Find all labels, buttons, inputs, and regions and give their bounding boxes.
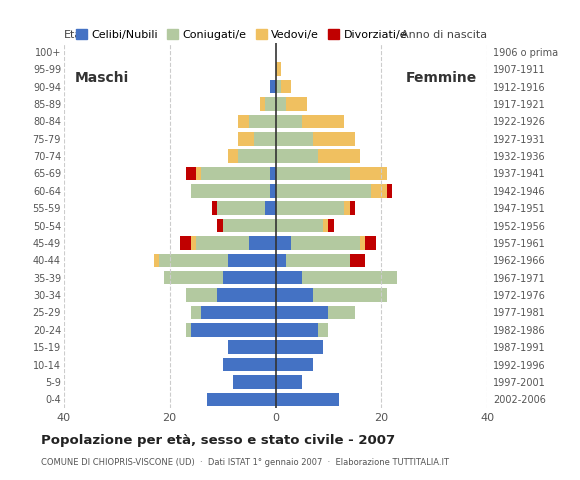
Bar xyxy=(350,202,355,215)
Bar xyxy=(350,253,365,267)
Bar xyxy=(164,271,223,285)
Bar xyxy=(223,219,276,232)
Bar xyxy=(318,323,328,336)
Bar xyxy=(238,132,254,145)
Bar xyxy=(233,375,276,389)
Bar xyxy=(180,236,191,250)
Bar xyxy=(270,184,276,198)
Bar xyxy=(350,167,387,180)
Bar xyxy=(201,306,276,319)
Bar xyxy=(276,167,350,180)
Bar xyxy=(276,132,313,145)
Bar xyxy=(238,115,249,128)
Bar xyxy=(328,306,355,319)
Bar xyxy=(228,253,276,267)
Bar xyxy=(201,167,270,180)
Bar xyxy=(249,236,276,250)
Bar xyxy=(276,323,318,336)
Bar xyxy=(249,115,276,128)
Bar xyxy=(270,80,276,94)
Bar xyxy=(276,80,281,94)
Bar xyxy=(286,97,307,111)
Bar xyxy=(360,236,365,250)
Bar xyxy=(281,80,291,94)
Text: Età: Età xyxy=(64,30,82,40)
Bar xyxy=(238,149,276,163)
Bar xyxy=(265,97,276,111)
Bar xyxy=(276,115,302,128)
Bar xyxy=(228,340,276,354)
Bar xyxy=(291,236,360,250)
Bar xyxy=(186,288,218,302)
Bar xyxy=(196,236,249,250)
Bar xyxy=(276,149,318,163)
Bar xyxy=(313,288,387,302)
Bar xyxy=(276,393,339,406)
Bar xyxy=(191,236,196,250)
Bar xyxy=(318,149,360,163)
Bar xyxy=(276,358,313,372)
Bar xyxy=(302,271,397,285)
Bar xyxy=(186,167,196,180)
Bar xyxy=(276,97,286,111)
Bar xyxy=(276,340,323,354)
Bar xyxy=(276,306,328,319)
Bar xyxy=(313,132,355,145)
Bar xyxy=(328,219,334,232)
Bar xyxy=(276,236,291,250)
Bar xyxy=(276,184,371,198)
Bar xyxy=(276,62,281,76)
Bar xyxy=(276,202,345,215)
Text: Popolazione per età, sesso e stato civile - 2007: Popolazione per età, sesso e stato civil… xyxy=(41,434,395,447)
Bar xyxy=(228,149,238,163)
Bar xyxy=(191,323,276,336)
Bar xyxy=(265,202,276,215)
Bar xyxy=(191,184,270,198)
Bar xyxy=(218,202,265,215)
Bar xyxy=(218,288,276,302)
Bar xyxy=(286,253,350,267)
Bar xyxy=(218,219,223,232)
Bar xyxy=(276,219,323,232)
Bar xyxy=(206,393,276,406)
Bar xyxy=(371,184,387,198)
Bar xyxy=(276,253,286,267)
Bar xyxy=(387,184,392,198)
Legend: Celibi/Nubili, Coniugati/e, Vedovi/e, Divorziati/e: Celibi/Nubili, Coniugati/e, Vedovi/e, Di… xyxy=(72,25,412,44)
Bar xyxy=(196,167,201,180)
Text: COMUNE DI CHIOPRIS-VISCONE (UD)  ·  Dati ISTAT 1° gennaio 2007  ·  Elaborazione : COMUNE DI CHIOPRIS-VISCONE (UD) · Dati I… xyxy=(41,458,448,468)
Bar xyxy=(276,288,313,302)
Text: Femmine: Femmine xyxy=(405,71,477,85)
Bar xyxy=(345,202,350,215)
Text: Anno di nascita: Anno di nascita xyxy=(401,30,487,39)
Bar xyxy=(223,271,276,285)
Bar xyxy=(223,358,276,372)
Bar xyxy=(276,271,302,285)
Bar xyxy=(191,306,201,319)
Bar xyxy=(186,323,191,336)
Bar xyxy=(365,236,376,250)
Bar xyxy=(254,132,276,145)
Bar xyxy=(270,167,276,180)
Bar xyxy=(276,375,302,389)
Bar xyxy=(212,202,218,215)
Bar xyxy=(260,97,265,111)
Bar xyxy=(154,253,159,267)
Bar xyxy=(323,219,328,232)
Bar xyxy=(159,253,228,267)
Text: Maschi: Maschi xyxy=(74,71,129,85)
Bar xyxy=(302,115,345,128)
